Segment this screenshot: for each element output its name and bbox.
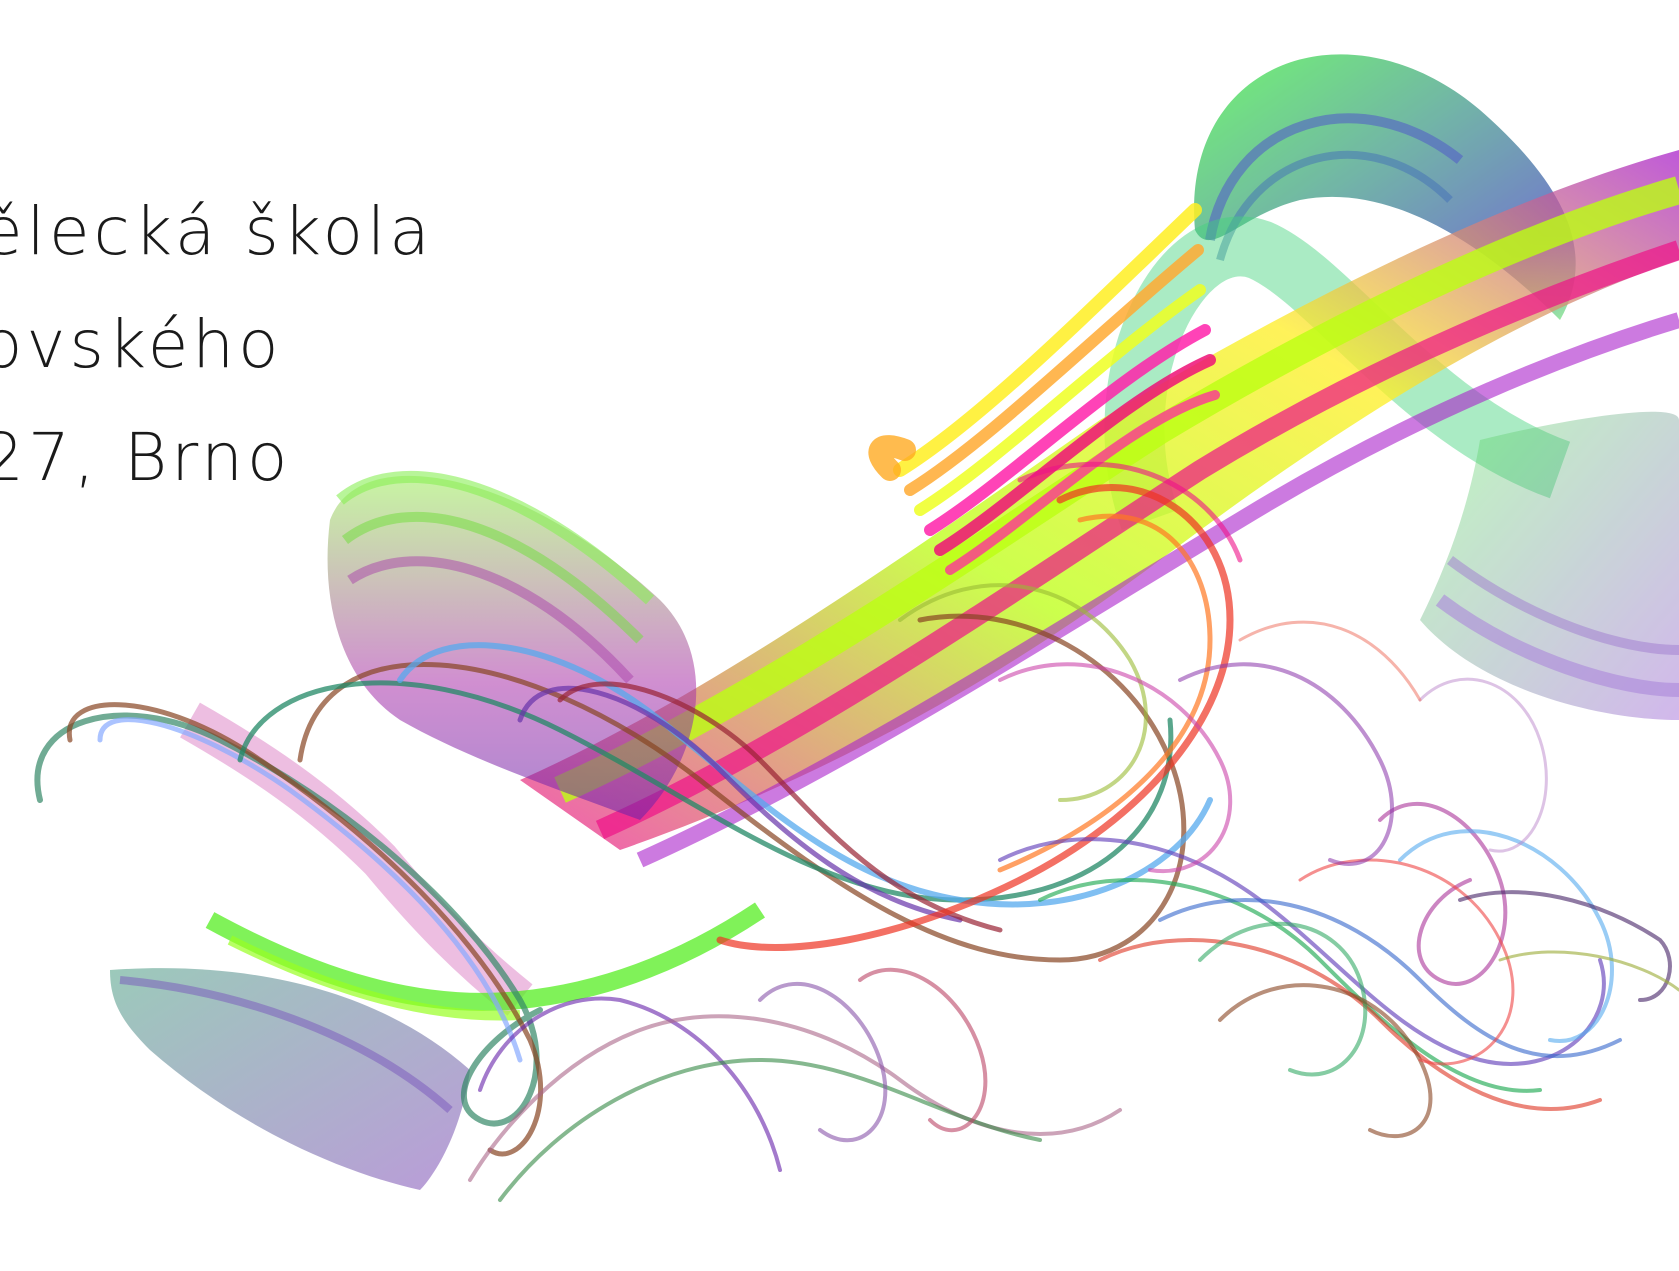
ribbon-main-diagonal — [520, 150, 1679, 868]
line-tangle — [34, 461, 1679, 1202]
school-name-text: ělecká škola ovského 27, Brno — [0, 175, 434, 514]
school-address-line: 27, Brno — [0, 419, 292, 496]
ribbon-left-curtain — [180, 470, 697, 1016]
ribbon-right-band — [1420, 411, 1679, 720]
ribbon-top-loop — [1104, 54, 1576, 531]
school-name-line-1: ělecká škola — [0, 193, 434, 270]
ribbon-strand-fan — [868, 203, 1220, 575]
ribbon-lower-left-fan — [110, 968, 470, 1190]
school-name-line-2: ovského — [0, 306, 283, 383]
